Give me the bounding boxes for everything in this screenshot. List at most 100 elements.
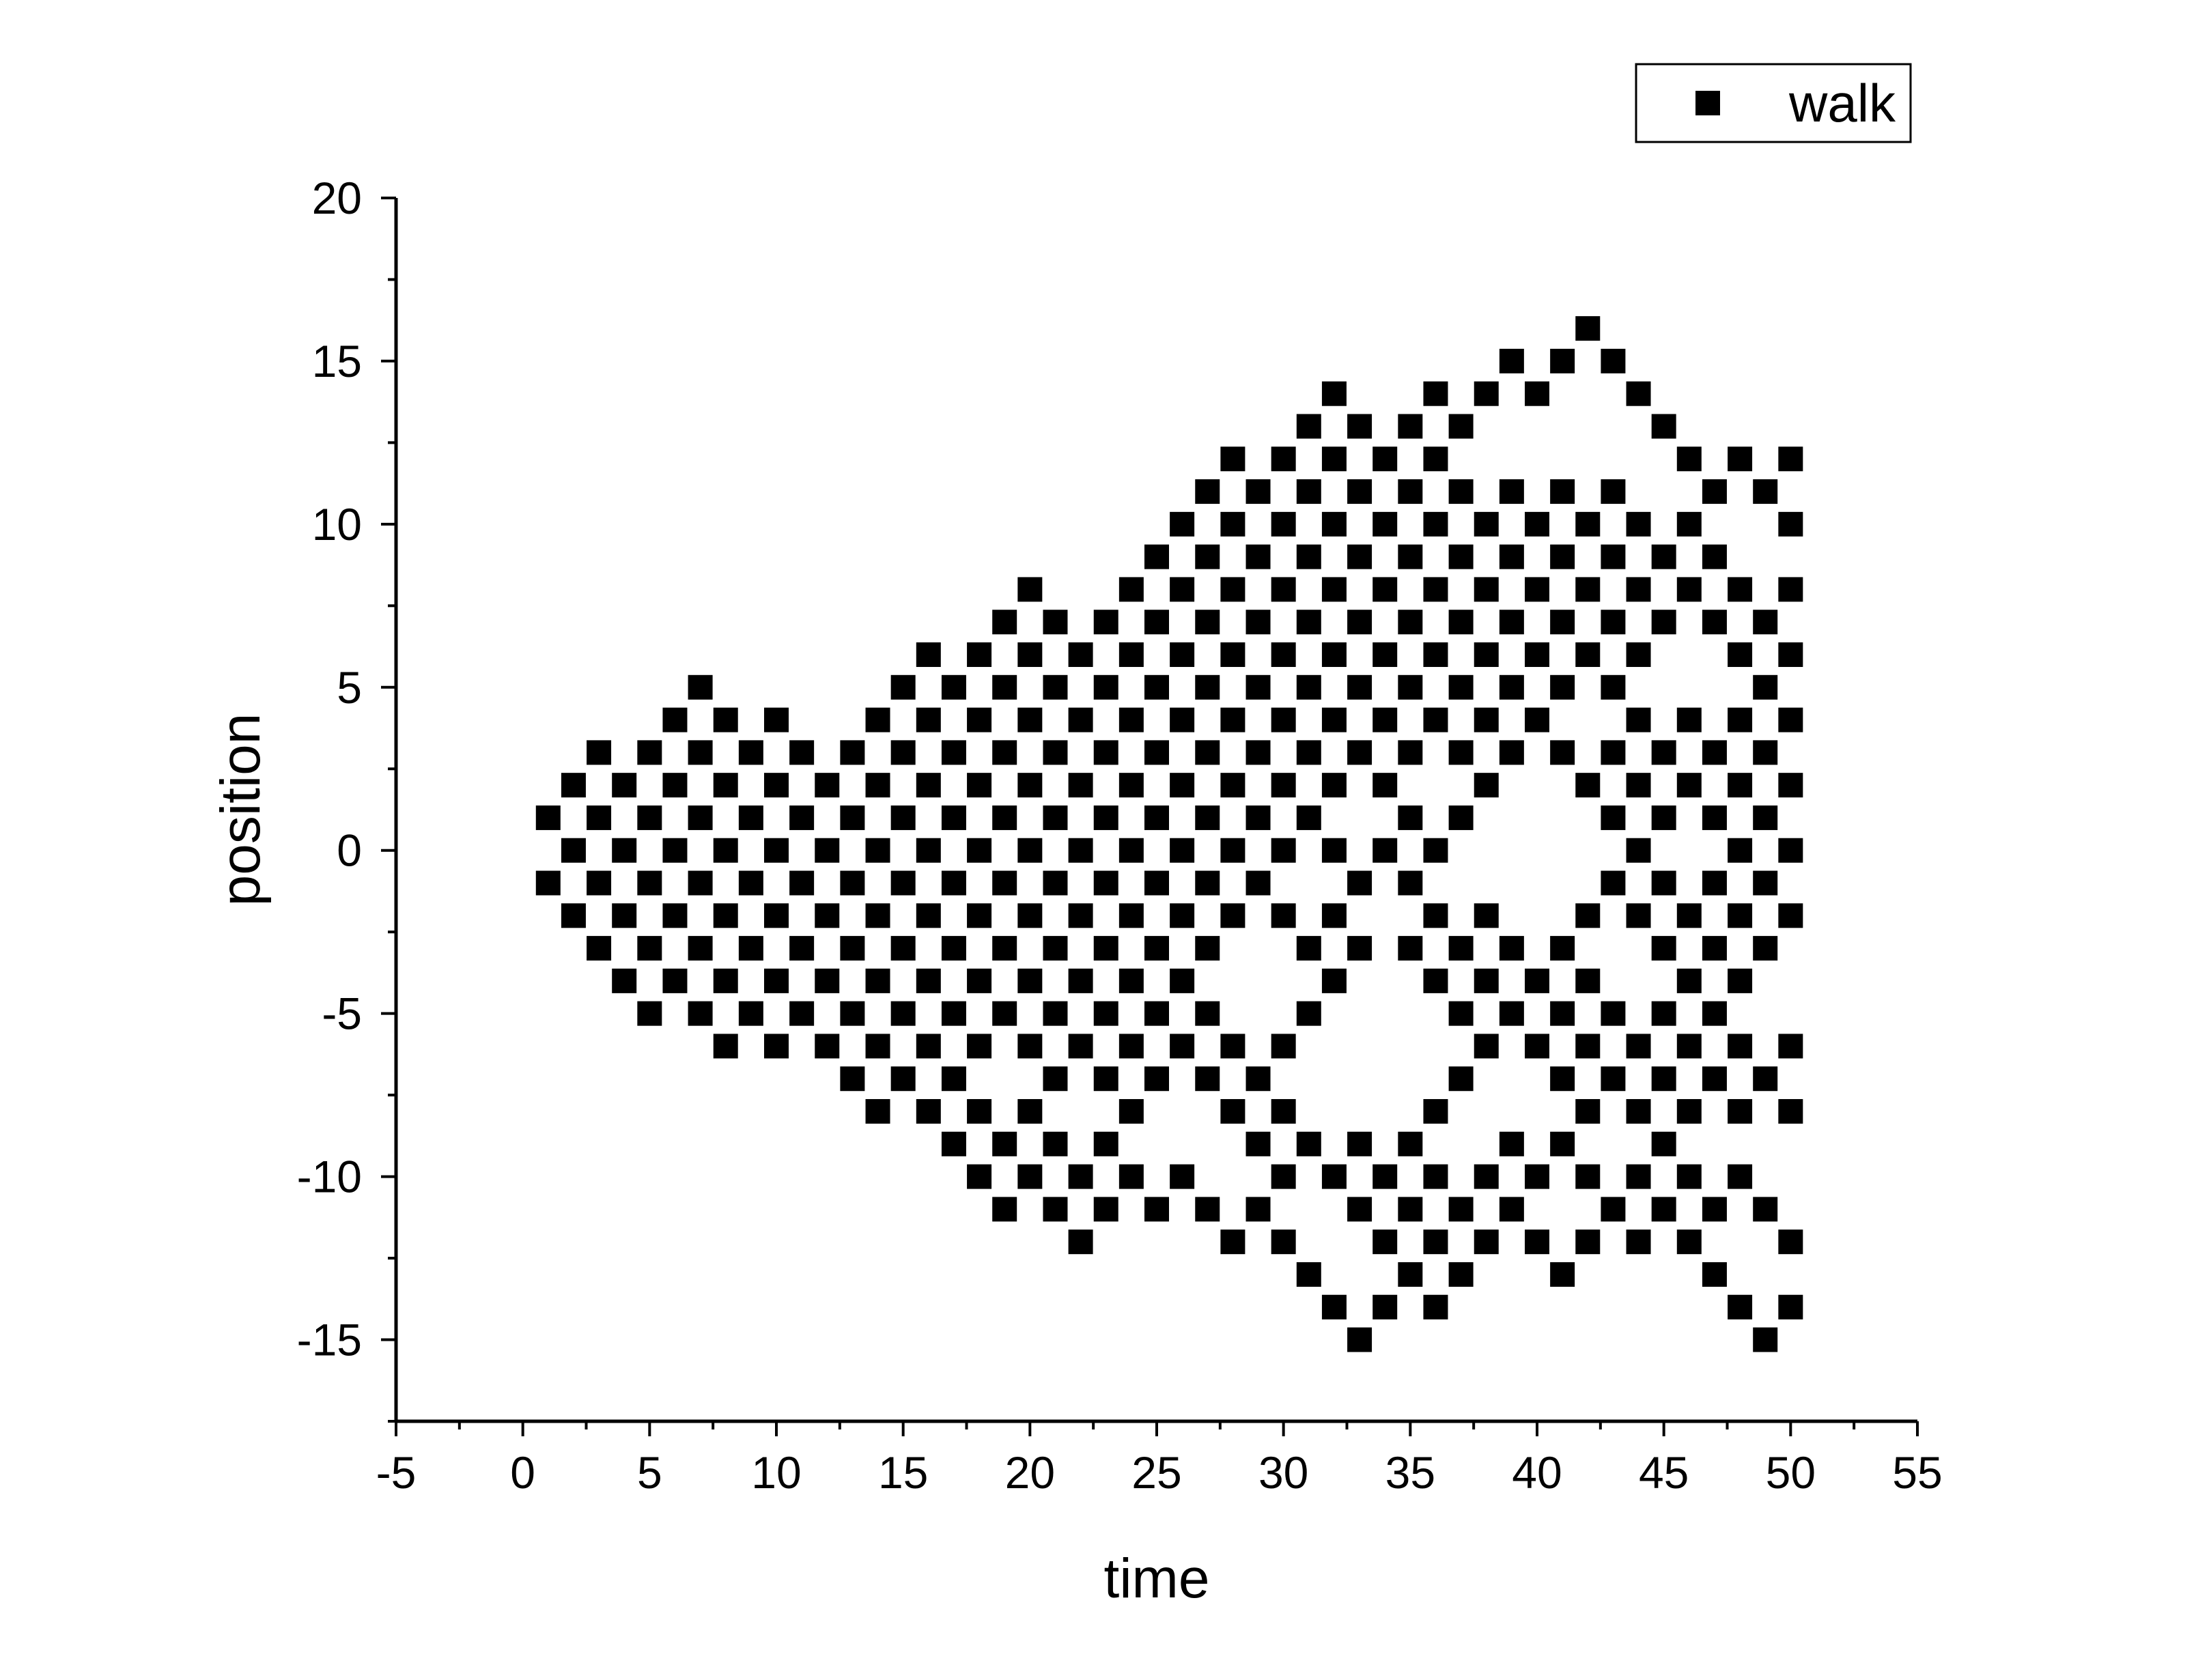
walk-point <box>1220 642 1245 668</box>
walk-point <box>1043 610 1068 635</box>
walk-point <box>1626 773 1651 798</box>
walk-point <box>1017 1099 1043 1124</box>
walk-point <box>1093 805 1118 830</box>
walk-point <box>1423 511 1448 537</box>
walk-point <box>1017 642 1043 668</box>
walk-point <box>1676 773 1702 798</box>
walk-point <box>1525 1229 1549 1255</box>
walk-point <box>1550 1131 1575 1156</box>
walk-point <box>1728 1034 1753 1059</box>
walk-point <box>1043 805 1068 830</box>
y-axis-ticks <box>381 197 396 1423</box>
walk-point <box>1753 1327 1778 1352</box>
walk-point <box>1550 544 1575 569</box>
walk-point <box>1550 348 1575 373</box>
walk-point <box>1728 642 1753 668</box>
walk-point <box>1626 903 1651 928</box>
walk-point <box>941 870 966 896</box>
walk-point <box>1271 577 1296 602</box>
walk-point <box>1448 740 1474 765</box>
walk-point <box>1017 577 1043 602</box>
walk-point <box>1144 610 1169 635</box>
walk-point <box>1448 1262 1474 1287</box>
walk-point <box>1245 674 1271 700</box>
walk-point <box>1525 511 1549 537</box>
walk-point <box>1753 674 1778 700</box>
walk-point <box>992 610 1017 635</box>
walk-point <box>992 936 1017 961</box>
walk-point <box>1601 1066 1626 1092</box>
walk-point <box>1398 674 1423 700</box>
walk-point <box>1195 544 1220 569</box>
walk-point <box>1321 773 1347 798</box>
walk-point <box>1321 446 1347 472</box>
walk-point <box>535 870 561 896</box>
walk-point <box>1626 1099 1651 1124</box>
walk-point <box>1448 674 1474 700</box>
walk-point <box>1220 773 1245 798</box>
walk-point <box>1550 479 1575 504</box>
walk-point <box>1575 1229 1601 1255</box>
walk-point <box>815 1034 840 1059</box>
walk-point <box>1626 642 1651 668</box>
walk-point <box>1372 577 1398 602</box>
walk-point <box>1017 903 1043 928</box>
walk-point <box>1601 479 1626 504</box>
walk-point <box>1575 1164 1601 1189</box>
y-axis-title: position <box>210 713 272 907</box>
walk-point <box>1601 1197 1626 1222</box>
walk-point <box>1525 968 1549 993</box>
walk-point <box>1499 674 1524 700</box>
walk-point <box>1347 740 1372 765</box>
walk-point <box>1068 1034 1093 1059</box>
x-tick-label: 15 <box>878 1447 928 1498</box>
walk-point <box>1626 1034 1651 1059</box>
walk-point <box>1043 936 1068 961</box>
walk-point <box>789 740 815 765</box>
walk-point <box>1626 838 1651 863</box>
walk-point <box>941 1001 966 1026</box>
walk-point <box>1778 1099 1803 1124</box>
walk-point <box>1068 642 1093 668</box>
walk-point <box>1601 348 1626 373</box>
walk-point <box>967 707 992 732</box>
walk-point <box>1778 707 1803 732</box>
walk-point <box>1118 1099 1144 1124</box>
walk-point <box>1296 544 1321 569</box>
walk-point <box>612 838 637 863</box>
walk-point <box>1601 740 1626 765</box>
walk-point <box>1550 1001 1575 1026</box>
walk-point <box>1372 1229 1398 1255</box>
y-tick-labels: -15 -10 -5 0 5 10 15 20 <box>297 173 362 1365</box>
walk-point <box>1676 1229 1702 1255</box>
walk-point <box>1245 740 1271 765</box>
walk-point <box>1676 446 1702 472</box>
walk-point <box>1017 968 1043 993</box>
walk-point <box>1195 479 1220 504</box>
walk-point <box>1601 544 1626 569</box>
walk-point <box>1550 1066 1575 1092</box>
walk-point <box>688 936 713 961</box>
walk-point <box>789 805 815 830</box>
walk-point <box>1676 1164 1702 1189</box>
walk-point <box>1093 1066 1118 1092</box>
walk-point <box>1398 1262 1423 1287</box>
walk-point <box>1728 446 1753 472</box>
walk-point <box>1753 936 1778 961</box>
walk-point <box>1118 707 1144 732</box>
x-tick-label: 35 <box>1385 1447 1435 1498</box>
walk-point <box>1245 1066 1271 1092</box>
walk-point <box>1778 446 1803 472</box>
walk-point <box>840 870 865 896</box>
walk-point <box>1271 903 1296 928</box>
walk-point <box>1448 1001 1474 1026</box>
walk-point <box>1245 479 1271 504</box>
walk-point <box>916 773 941 798</box>
walk-point <box>1043 1001 1068 1026</box>
walk-point <box>1017 773 1043 798</box>
walk-point <box>662 707 688 732</box>
walk-point <box>1017 1164 1043 1189</box>
walk-point <box>967 642 992 668</box>
walk-point <box>1347 1131 1372 1156</box>
walk-point <box>1676 968 1702 993</box>
